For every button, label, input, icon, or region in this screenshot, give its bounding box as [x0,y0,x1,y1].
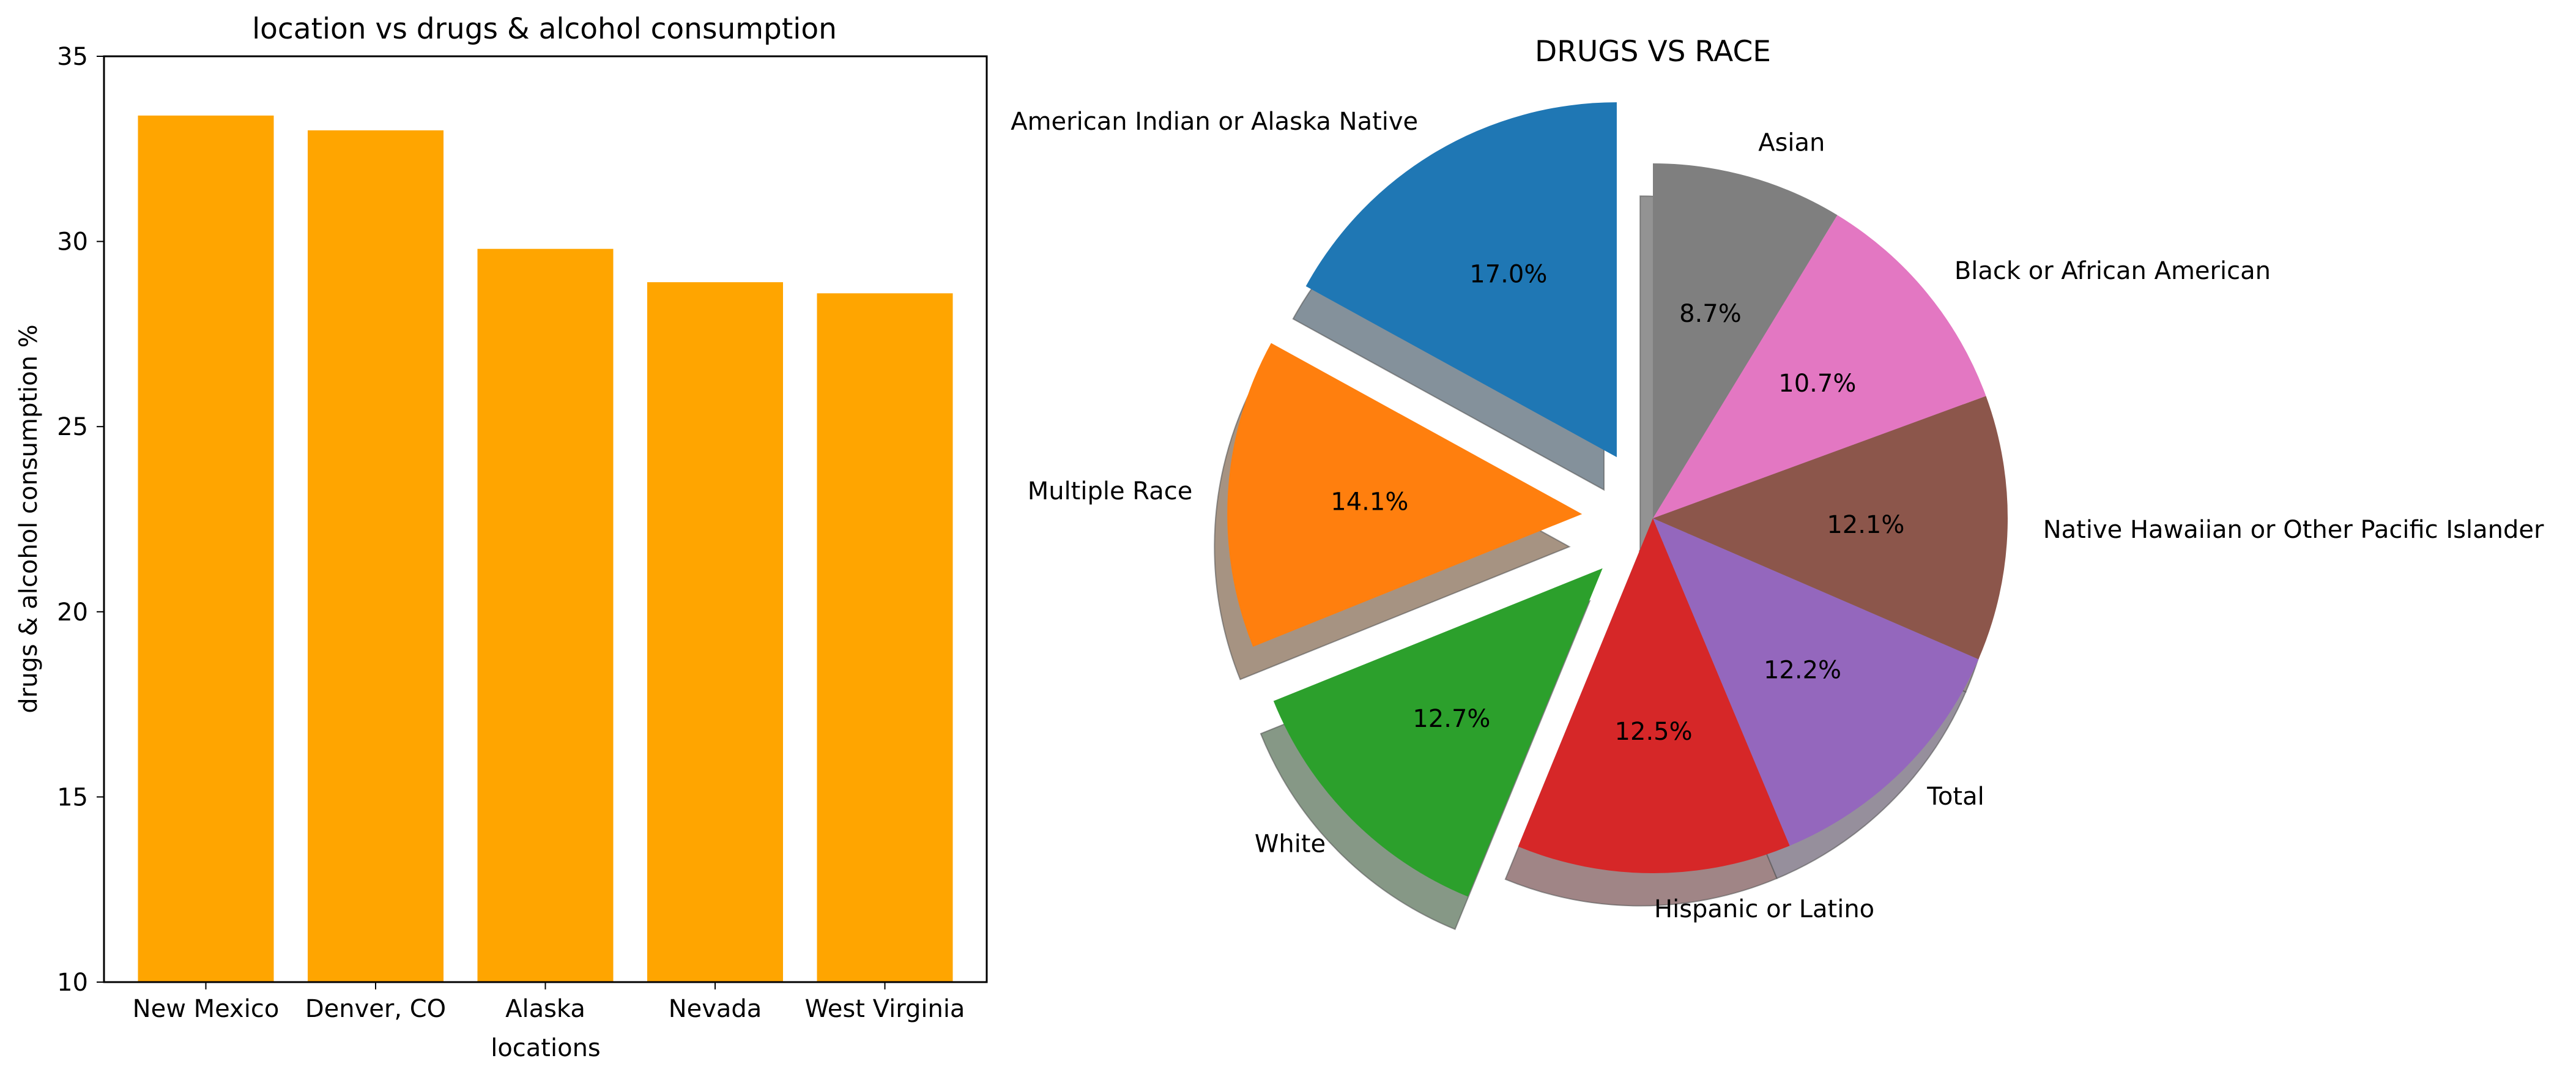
pie-chart-title: DRUGS VS RACE [1535,35,1771,69]
y-axis-label: drugs & alcohol consumption % [15,324,43,713]
slice-american-indian-or-alaska-native [1305,102,1617,458]
slice-percent-label: 17.0% [1469,261,1547,289]
y-tick-label: 10 [57,969,88,997]
slice-percent-label: 8.7% [1679,300,1742,328]
x-axis-ticks: New Mexico Denver, CO Alaska Nevada West Vir… [133,982,965,1023]
slice-percent-label: 12.2% [1764,657,1841,685]
bar-plot-frame [103,55,988,983]
y-axis-ticks: 10 15 20 25 30 35 [57,43,104,997]
bar-nevada [647,282,783,982]
bars [138,115,953,983]
slice-label: Native Hawaiian or Other Pacific Islande… [2043,516,2544,544]
slice-label: White [1255,830,1326,858]
slice-percent-label: 12.1% [1827,511,1904,539]
y-tick-label: 15 [57,783,88,811]
pie-chart: DRUGS VS RACE American Indian or Alaska … [1011,35,2544,930]
y-tick-label: 25 [57,413,88,441]
slice-percent-label: 14.1% [1331,488,1408,516]
bar-new-mexico [138,115,274,982]
slice-black-or-african-american [1653,215,1986,518]
x-tick-label: Denver, CO [305,995,446,1023]
x-tick-label: New Mexico [133,995,280,1023]
bar-west-virginia [817,293,953,982]
slice-percent-label: 12.7% [1412,705,1490,733]
slice-white [1273,568,1603,897]
pie-labels: American Indian or Alaska Native 17.0% Mul… [1011,108,2544,923]
x-tick-label: Nevada [669,995,762,1023]
slice-label: American Indian or Alaska Native [1011,108,1418,136]
bar-denver-co [308,130,444,982]
y-tick-label: 35 [57,43,88,71]
slice-multiple-race [1227,343,1583,647]
slice-percent-label: 10.7% [1778,370,1856,398]
bar-chart: location vs drugs & alcohol consumption … [15,12,988,1062]
pie-slices [1227,102,2008,897]
slice-label: Hispanic or Latino [1654,895,1874,923]
slice-hispanic-or-latino [1518,518,1790,873]
slice-label: Asian [1758,129,1825,157]
slice-label: Black or African American [1954,257,2271,285]
slice-native-hawaiian-or-other-pacific-islander [1653,396,2008,660]
slice-asian [1653,163,1838,518]
y-tick-label: 20 [57,598,88,627]
slice-percent-label: 12.5% [1615,718,1693,746]
slice-label: Total [1926,783,1984,811]
bar-alaska [477,248,614,983]
x-axis-label: locations [491,1034,601,1062]
y-tick-label: 30 [57,228,88,256]
slice-label: Multiple Race [1028,477,1193,505]
slice-total [1653,518,1979,846]
x-tick-label: West Virginia [805,995,965,1023]
bar-chart-title: location vs drugs & alcohol consumption [252,12,837,46]
x-tick-label: Alaska [505,995,585,1023]
